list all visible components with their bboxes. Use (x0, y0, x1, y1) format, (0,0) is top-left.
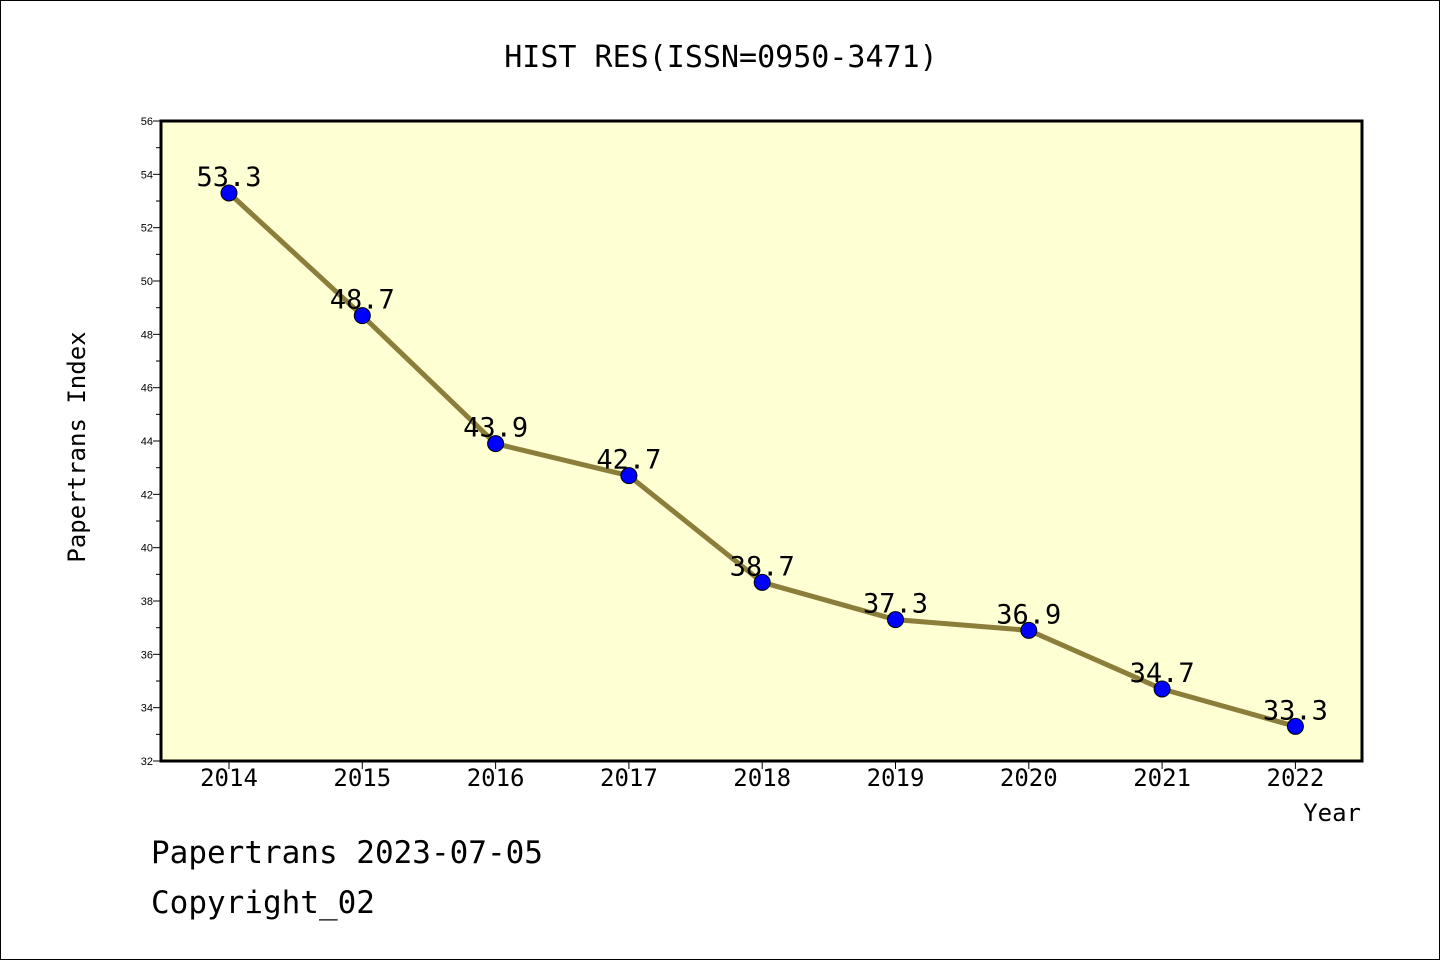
x-axis: 2014 2015 2016 2017 2018 2019 2020 2021 2022 (200, 761, 1324, 792)
y-tick-label: 46 (141, 383, 153, 395)
data-label: 36.9 (996, 599, 1061, 630)
x-tick-label: 2021 (1133, 764, 1191, 792)
y-axis: 32 34 36 38 40 42 44 46 48 50 52 54 56 (141, 116, 161, 768)
data-label: 53.3 (196, 162, 261, 193)
y-tick-label: 36 (141, 649, 153, 661)
data-label: 33.3 (1263, 695, 1328, 726)
y-tick-label: 32 (141, 756, 153, 768)
x-tick-label: 2022 (1267, 764, 1325, 792)
x-tick-label: 2016 (467, 764, 525, 792)
footer-copyright-line: Copyright_02 (151, 885, 375, 921)
y-tick-label: 40 (141, 543, 153, 555)
data-point (353, 307, 371, 325)
data-label: 38.7 (730, 551, 795, 582)
x-tick-label: 2018 (733, 764, 791, 792)
y-tick-label: 38 (141, 596, 153, 608)
data-point (1286, 717, 1304, 735)
y-tick-label: 42 (141, 489, 153, 501)
data-point (1153, 680, 1171, 698)
x-tick-label: 2014 (200, 764, 258, 792)
x-axis-label: Year (1303, 799, 1361, 827)
x-tick-label: 2020 (1000, 764, 1058, 792)
y-tick-label: 48 (141, 329, 153, 341)
y-tick-label: 52 (141, 223, 153, 235)
y-axis-label: Papertrans Index (63, 331, 91, 562)
data-label: 48.7 (330, 285, 395, 316)
data-label: 42.7 (596, 445, 661, 476)
y-tick-label: 54 (141, 169, 153, 181)
y-tick-label: 34 (141, 703, 153, 715)
data-point (620, 467, 638, 485)
data-point (487, 435, 505, 453)
chart-title: HIST RES(ISSN=0950-3471) (504, 40, 937, 75)
y-tick-label: 50 (141, 276, 153, 288)
data-label: 43.9 (463, 413, 528, 444)
data-point (753, 573, 771, 591)
x-tick-label: 2019 (867, 764, 925, 792)
series-group: 53.3 48.7 43.9 42.7 38.7 37.3 36.9 34.7 33.3 (196, 162, 1328, 735)
y-tick-label: 44 (141, 436, 153, 448)
data-point (1020, 621, 1038, 639)
footer-date-line: Papertrans 2023-07-05 (151, 835, 543, 871)
data-label: 37.3 (863, 589, 928, 620)
data-point (220, 184, 238, 202)
data-point (887, 611, 904, 629)
data-label: 34.7 (1130, 658, 1195, 689)
x-tick-label: 2017 (600, 764, 658, 792)
x-tick-label: 2015 (333, 764, 391, 792)
plot-area (159, 119, 1364, 763)
y-tick-label: 56 (141, 116, 153, 128)
